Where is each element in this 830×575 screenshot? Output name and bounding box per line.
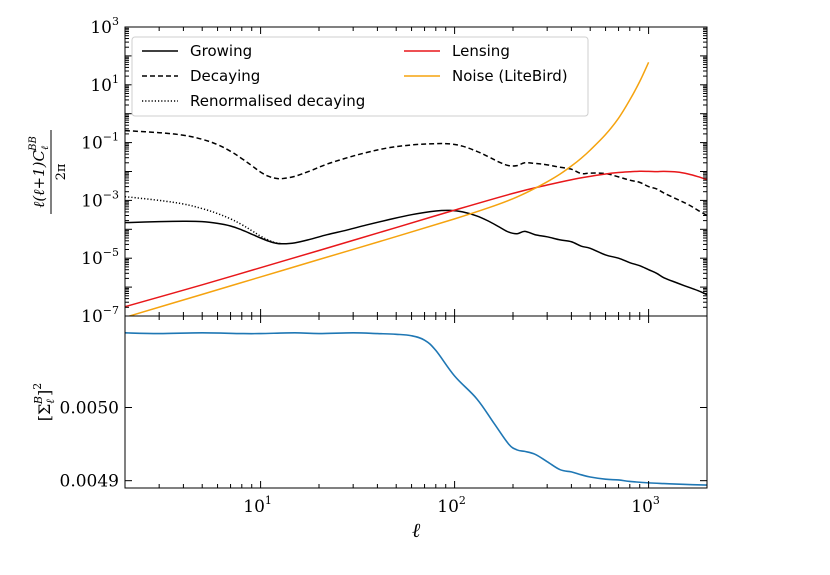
y-tick-label: 10−7 <box>81 304 119 327</box>
x-tick-label: 103 <box>631 494 660 517</box>
bottom-ylabel: [ΣℓB]2 <box>31 383 57 422</box>
x-tick-label: 102 <box>437 494 466 517</box>
series-line-growing <box>125 209 707 296</box>
top-ylabel-denominator: 2π <box>54 163 69 180</box>
series-line-lensing <box>125 170 707 308</box>
legend-label-lensing: Lensing <box>452 42 510 60</box>
top-panel: 10−7 10−5 10−3 10−1 101 103 Growing Decaying … <box>28 15 708 327</box>
y-tick-label: 10−5 <box>81 246 119 269</box>
bottom-ytick-labels: 0.0049 0.0050 <box>60 398 119 491</box>
legend-label-decaying: Decaying <box>190 67 260 85</box>
top-series-group <box>125 61 707 316</box>
bottom-panel: 0.0049 0.0050 101 102 103 [ΣℓB]2 ℓ <box>31 315 708 542</box>
y-tick-label: 10−3 <box>81 188 119 211</box>
top-ylabel: ℓ(ℓ+1)CℓBB 2π <box>28 130 69 214</box>
y-tick-label: 10−1 <box>81 131 119 154</box>
top-ytick-labels: 10−7 10−5 10−3 10−1 101 103 <box>81 15 119 327</box>
top-ticks <box>124 26 708 317</box>
series-line-sigma-squared <box>125 332 707 486</box>
y-tick-label: 101 <box>90 73 119 96</box>
x-axis-label: ℓ <box>412 518 421 542</box>
y-tick-label: 103 <box>90 15 119 38</box>
legend-box <box>131 36 589 117</box>
y-tick-label: 0.0050 <box>60 398 119 418</box>
bottom-ylabel-text: [ΣℓB]2 <box>31 383 57 422</box>
bottom-series-group <box>125 332 707 486</box>
legend-label-renormalised: Renormalised decaying <box>190 92 365 110</box>
legend-entry-growing: Growing <box>142 42 252 60</box>
top-ylabel-numerator: ℓ(ℓ+1)CℓBB <box>28 136 51 208</box>
legend-entry-decaying: Decaying <box>142 67 260 85</box>
legend: Growing Decaying Renormalised decaying L… <box>131 36 589 117</box>
legend-label-growing: Growing <box>190 42 252 60</box>
series-line-decaying <box>125 129 707 217</box>
legend-entry-noise: Noise (LiteBird) <box>404 67 568 85</box>
xtick-labels: 101 102 103 <box>243 494 660 517</box>
x-tick-label: 101 <box>243 494 272 517</box>
series-line-noise-litebird <box>126 61 650 316</box>
y-tick-label: 0.0049 <box>60 472 119 492</box>
legend-label-noise: Noise (LiteBird) <box>452 67 568 85</box>
bottom-ticks <box>124 316 708 488</box>
legend-entry-lensing: Lensing <box>404 42 510 60</box>
bottom-axes-frame <box>124 315 708 489</box>
legend-entry-renormalised: Renormalised decaying <box>142 92 365 110</box>
